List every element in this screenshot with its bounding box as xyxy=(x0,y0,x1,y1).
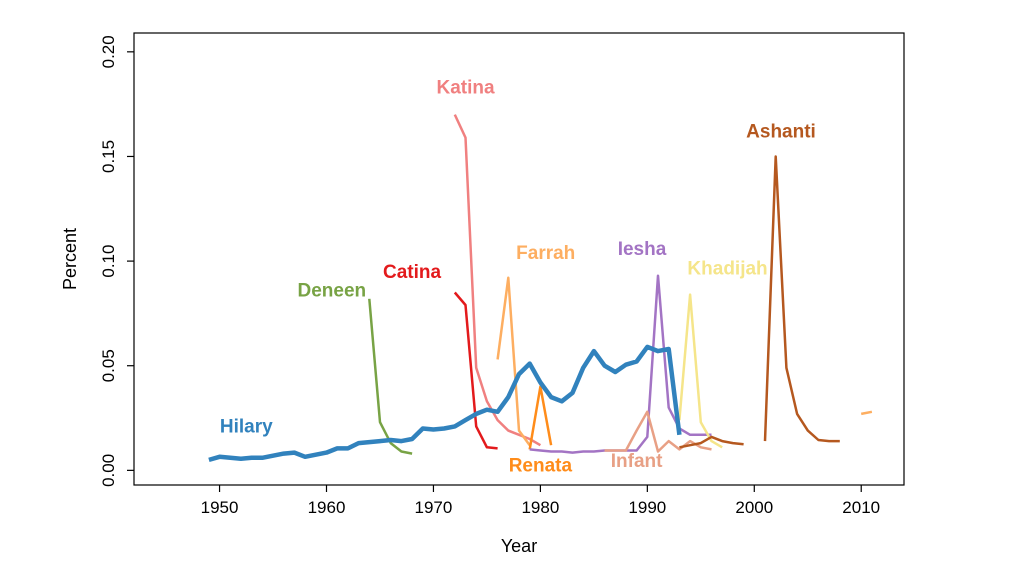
series-lines xyxy=(208,114,873,463)
series-label-iesha: Iesha xyxy=(618,239,667,260)
series-line-khadijah xyxy=(678,293,723,449)
series-label-khadijah: Khadijah xyxy=(687,259,767,280)
axes: 1950 1960 1970 1980 1990 2000 2010 0.00 0.05 0.10… xyxy=(99,35,880,517)
series-line-deneen xyxy=(368,298,413,455)
series-label-renata: Renata xyxy=(509,455,573,476)
series-label-farrah: Farrah xyxy=(516,243,575,264)
series-line-katina xyxy=(453,114,542,447)
y-tick-label: 0.15 xyxy=(99,140,118,173)
y-tick-label: 0.00 xyxy=(99,454,118,487)
x-tick-label: 1970 xyxy=(415,498,453,517)
series-labels: Deneen Katina Catina Farrah Renata Iesha Infan… xyxy=(220,78,816,477)
x-tick-label: 1980 xyxy=(521,498,559,517)
y-axis-title: Percent xyxy=(60,228,80,290)
x-tick-label: 2000 xyxy=(735,498,773,517)
x-axis-title: Year xyxy=(501,536,537,556)
x-tick-label: 1960 xyxy=(308,498,346,517)
series-label-deneen: Deneen xyxy=(298,281,367,302)
series-label-catina: Catina xyxy=(383,262,442,283)
y-tick-label: 0.10 xyxy=(99,245,118,278)
x-tick-label: 1990 xyxy=(628,498,666,517)
x-tick-label: 1950 xyxy=(201,498,239,517)
y-tick-label: 0.20 xyxy=(99,35,118,68)
y-tick-label: 0.05 xyxy=(99,349,118,382)
series-label-ashanti: Ashanti xyxy=(746,122,816,143)
series-line-catina xyxy=(453,291,498,450)
series-line-ashanti xyxy=(679,435,744,449)
series-line-renata xyxy=(528,385,553,450)
series-label-katina: Katina xyxy=(436,78,495,99)
x-tick-label: 2010 xyxy=(842,498,880,517)
plot-area xyxy=(133,32,905,486)
series-line-farrah xyxy=(496,276,531,446)
series-line-hilary xyxy=(208,344,682,463)
series-line-extra xyxy=(860,410,873,416)
series-label-hilary: Hilary xyxy=(220,417,273,438)
series-line-ashanti xyxy=(763,155,840,443)
series-label-infant: Infant xyxy=(611,451,663,472)
series-line-infant xyxy=(604,410,712,453)
